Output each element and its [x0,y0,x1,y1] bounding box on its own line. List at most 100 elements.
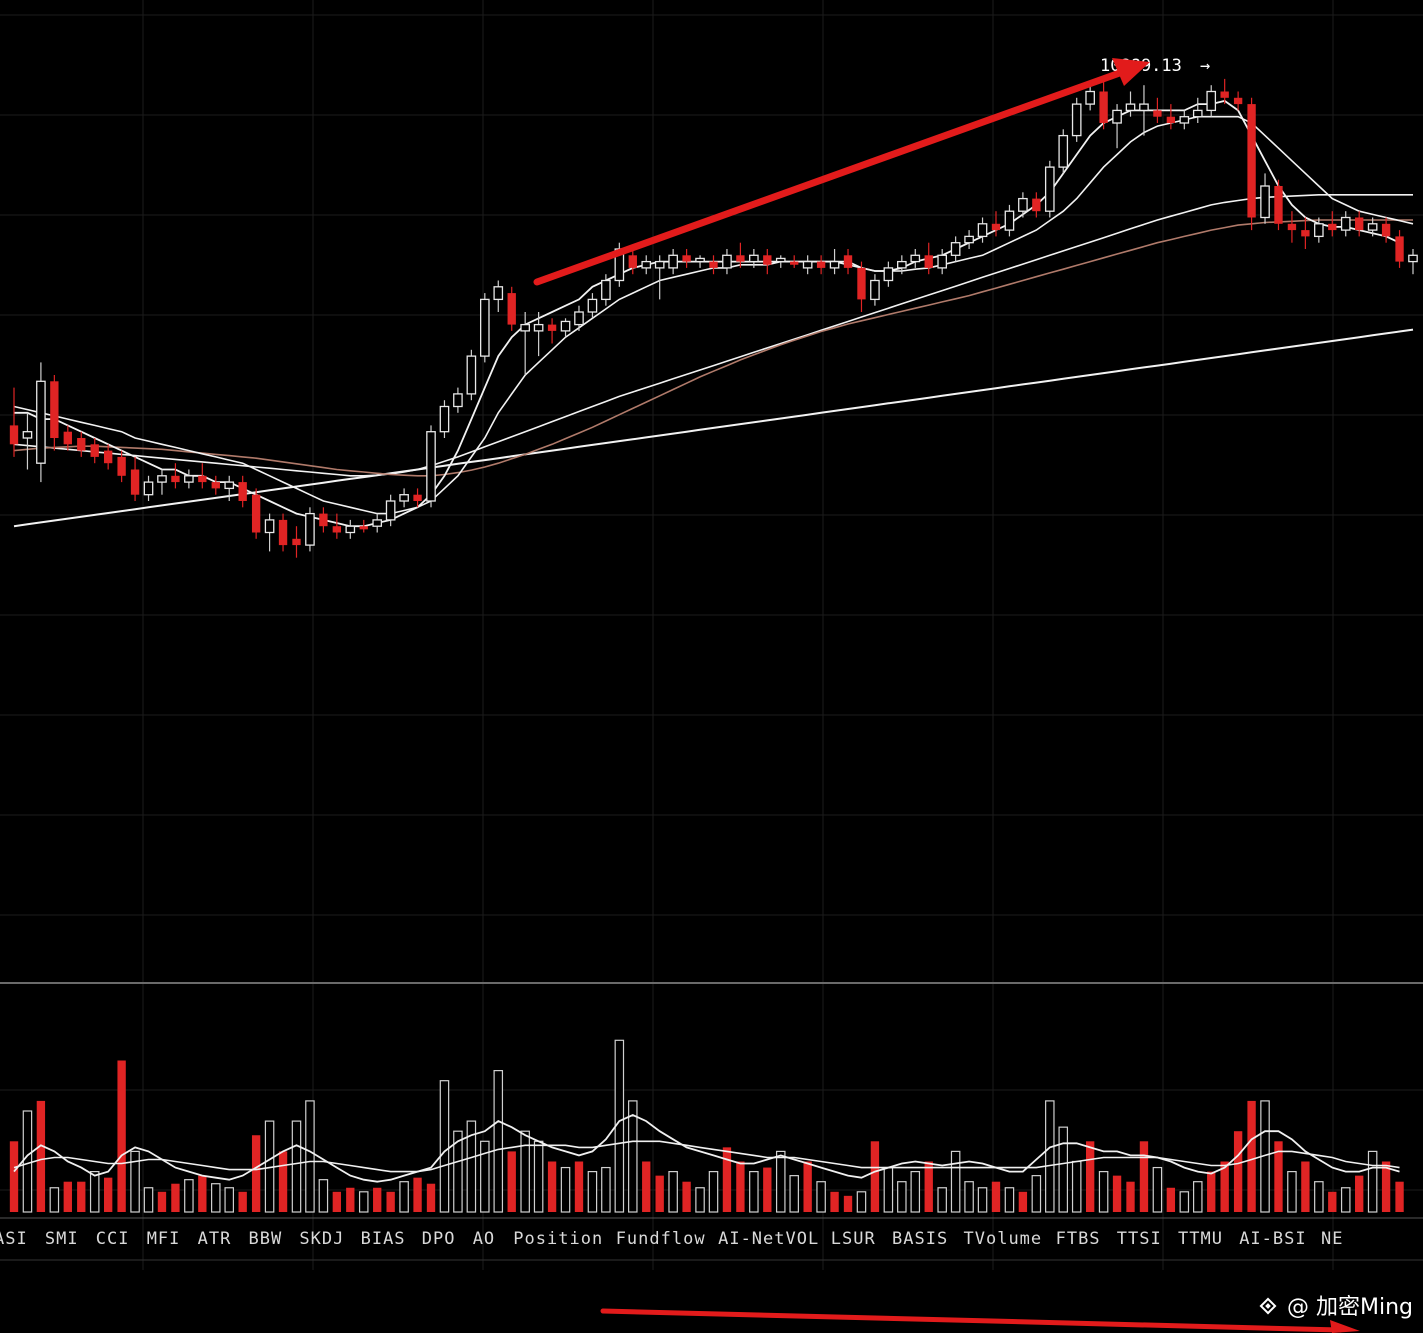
indicator-tab-mfi[interactable]: MFI [147,1229,181,1249]
candle [50,375,59,451]
candle-body [1192,109,1203,118]
candle-body [574,311,584,326]
indicator-tab-ao[interactable]: AO [473,1229,495,1249]
candle-body [857,267,866,300]
candle [1044,160,1055,218]
indicator-tab-ttsi[interactable]: TTSI [1117,1229,1162,1249]
candle-body [1340,216,1351,231]
candle-body [1179,116,1190,124]
volume-bar [1085,1141,1095,1212]
candle [453,387,463,413]
candle [1408,249,1418,275]
candle-body [1166,116,1176,123]
volume-ma-fast-line [13,1114,1400,1183]
candle [345,519,356,539]
watermark-text: @ 加密Ming [1287,1295,1413,1320]
indicator-tab-basis[interactable]: BASIS [892,1229,948,1249]
volume-bar [480,1140,490,1213]
indicator-tab-lsur[interactable]: LSUR [831,1229,876,1249]
volume-bar [224,1187,235,1213]
binance-logo-icon [1259,1297,1277,1315]
candle [1287,211,1297,243]
candle [63,425,72,451]
candle-body [466,355,477,395]
candle-body [1301,230,1310,237]
indicator-tab-atr[interactable]: ATR [198,1229,232,1249]
candle [1340,211,1351,237]
indicator-tab-dpo[interactable]: DPO [422,1229,456,1249]
candle [1032,192,1041,218]
candle [870,274,880,306]
indicator-tab-fundflow[interactable]: Fundflow [616,1229,706,1249]
candle-body [426,431,436,502]
volume-bar [157,1191,167,1212]
volume-bar [103,1177,113,1212]
volume-bar [291,1120,302,1213]
indicator-tab-skdj[interactable]: SKDJ [299,1229,344,1249]
candle-body [399,494,409,502]
volume-bar [63,1181,72,1212]
volume-bar [1395,1181,1404,1212]
candle [1058,129,1069,174]
candle [171,463,180,489]
candle [359,519,368,533]
indicator-tab-ai-bsi[interactable]: AI-BSI [1239,1229,1306,1249]
indicator-tab-bbw[interactable]: BBW [249,1229,283,1249]
candle-body [533,323,544,332]
candle [1099,78,1108,130]
volume-bar [507,1151,516,1212]
volume-bar [22,1110,33,1213]
volume-bar [413,1177,422,1212]
volume-bar [493,1069,504,1213]
volume-bar [426,1183,436,1212]
candle [278,513,288,552]
candle [1220,78,1229,105]
indicator-tab-bias[interactable]: BIAS [361,1229,406,1249]
indicator-tab-smi[interactable]: SMI [45,1229,79,1249]
candle [816,255,826,275]
candle [722,249,732,275]
volume-bar [587,1170,598,1213]
candle [493,280,504,312]
candle [964,230,974,249]
candle-body [560,320,571,332]
volume-bar [143,1187,154,1213]
candle-body [1328,223,1337,231]
candle-body [305,512,315,546]
indicator-tab-ai-netvol[interactable]: AI-NetVOL [718,1229,819,1249]
candle [399,488,409,508]
candle-body [157,475,167,483]
volume-bar [736,1161,745,1212]
volume-bar [991,1181,1001,1212]
candle-body [1071,103,1082,137]
candle-body [493,286,504,301]
volume-bar [305,1100,315,1213]
candle [1367,217,1378,237]
candle-body [722,254,732,269]
candle [157,469,167,495]
candle [1274,179,1283,231]
volume-ma-slow-line [13,1140,1400,1173]
candle-body [1125,103,1136,112]
volume-bar [198,1175,207,1212]
volume-bar [1139,1141,1149,1212]
candle [587,293,598,319]
indicator-tab-tvolume[interactable]: TVolume [964,1229,1043,1249]
volume-bar [964,1181,974,1213]
candle-body [413,494,422,501]
candle [90,438,99,464]
indicator-tab-ttmu[interactable]: TTMU [1178,1229,1223,1249]
indicator-tab-ftbs[interactable]: FTBS [1056,1229,1101,1249]
candle [1206,85,1217,117]
volume-bar [1328,1191,1337,1212]
indicator-tab-position[interactable]: Position [513,1229,603,1249]
candle-body [345,525,356,534]
indicator-tab-ne[interactable]: NE [1321,1229,1343,1249]
volume-bar [171,1183,180,1212]
candle-body [278,519,288,546]
indicator-tab-cci[interactable]: CCI [96,1229,130,1249]
volume-bar [466,1120,477,1213]
indicator-tab-asi[interactable]: ASI [0,1229,28,1249]
candle [1004,204,1015,237]
